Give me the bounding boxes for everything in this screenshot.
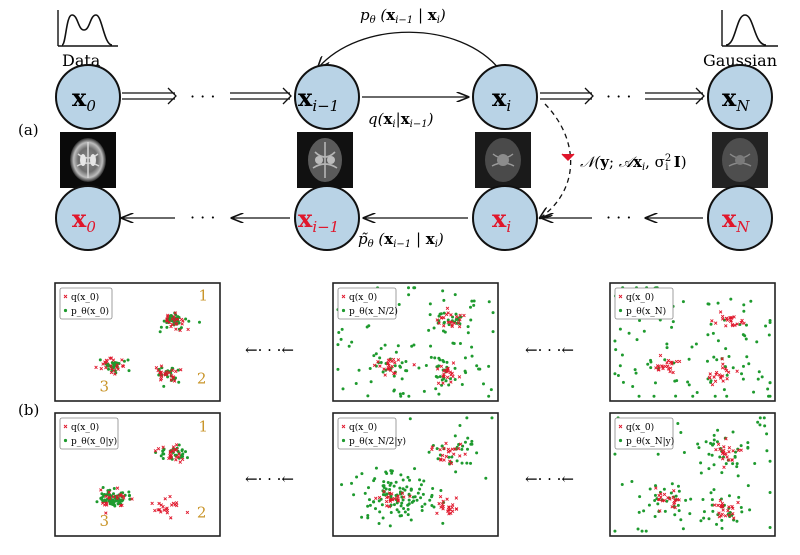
- reverse-process-arrow: [318, 31, 501, 70]
- brain-mri-image-1: [297, 132, 353, 188]
- legend-entry-q: q(x_0): [349, 422, 377, 433]
- top-dots-right: · · ·: [606, 87, 631, 106]
- legend-entry-p: p_θ(x_N): [626, 306, 666, 317]
- likelihood-equation: 𝒩(y; 𝒜xi, σ2 i I): [580, 153, 687, 173]
- top-row-arrows: [122, 87, 705, 105]
- forward-equation: q(xi|xi−1): [368, 110, 434, 130]
- legend-entry-p: p_θ(x_N/2): [349, 306, 398, 317]
- panel-b-arrow-row2-right: ←· · ·←: [525, 470, 574, 488]
- guided-node-xi-minus-1-label: xi−1: [298, 204, 339, 236]
- panel-b-label: (b): [18, 401, 39, 419]
- guided-reverse-equation: p̃θ (xi−1 | xi): [358, 230, 444, 250]
- cluster-label-2: 2: [197, 369, 207, 387]
- node-x0-label: x0: [72, 83, 96, 115]
- panel-b-arrow-row2-left: ←· · ·←: [245, 470, 294, 488]
- scatter-legend: q(x_0) p_θ(x_N): [614, 287, 674, 320]
- legend-entry-p: p_θ(x_0): [71, 306, 109, 317]
- scatter-panel-3: q(x_0) p_θ(x_0|y) 1 2 3: [54, 412, 221, 537]
- legend-entry-q: q(x_0): [71, 292, 99, 303]
- node-xN-label: xN: [722, 83, 750, 115]
- cluster-label-3: 3: [100, 378, 110, 396]
- scatter-panel-2: q(x_0) p_θ(x_N): [609, 282, 776, 402]
- guided-node-x0-label: x0: [72, 204, 96, 236]
- brain-mri-image-2: [475, 132, 531, 188]
- top-dots-left: · · ·: [190, 87, 215, 106]
- legend-entry-q: q(x_0): [626, 292, 654, 303]
- scatter-points: [95, 443, 190, 520]
- cluster-label-1: 1: [199, 417, 209, 435]
- guided-node-xi-minus-1: [294, 185, 360, 251]
- scatter-legend: q(x_0) p_θ(x_N/2): [337, 287, 398, 320]
- top-node-row: [55, 64, 773, 130]
- bottom-dots-right: · · ·: [606, 208, 631, 227]
- gaussian-distribution-icon: [721, 10, 778, 47]
- brain-mri-image-0: [60, 132, 116, 188]
- cluster-label-3: 3: [100, 512, 110, 530]
- bottom-node-row: [55, 185, 773, 251]
- scatter-points: [336, 286, 495, 398]
- legend-entry-p: p_θ(x_0|y): [71, 436, 117, 447]
- scatter-legend: q(x_0) p_θ(x_N|y): [614, 417, 674, 450]
- scatter-panels: q(x_0)p_θ(x_0)123q(x_0)p_θ(x_N/2)q(x_0)p…: [54, 282, 776, 537]
- likelihood-guidance-arrow: [540, 103, 572, 218]
- panel-b-arrow-row1-right: ←· · ·←: [525, 341, 574, 359]
- scatter-points: [94, 311, 201, 388]
- scatter-points: [613, 286, 772, 398]
- brain-mri-image-N: [712, 132, 768, 188]
- guided-node-xN: [707, 185, 773, 251]
- scatter-panel-4: q(x_0) p_θ(x_N/2|y): [332, 412, 499, 537]
- legend-entry-p: p_θ(x_N/2|y): [349, 436, 406, 447]
- legend-entry-q: q(x_0): [71, 422, 99, 433]
- node-xi-label: xi: [492, 83, 511, 115]
- cluster-label-2: 2: [197, 504, 207, 522]
- guided-node-x0: [55, 185, 121, 251]
- guided-node-xi: [472, 185, 538, 251]
- bimodal-distribution-icon: [57, 10, 118, 47]
- node-x0: [55, 64, 121, 130]
- brain-mri-images: [60, 132, 768, 188]
- reverse-equation: pθ (xi−1 | xi): [360, 6, 446, 26]
- guided-node-xN-label: xN: [722, 204, 750, 236]
- node-xi-minus-1-label: xi−1: [298, 83, 339, 115]
- node-xi-minus-1: [294, 64, 360, 130]
- scatter-points: [340, 416, 494, 528]
- scatter-panel-0: q(x_0) p_θ(x_0) 1 2 3: [54, 282, 221, 402]
- node-xN: [707, 64, 773, 130]
- scatter-panel-1: q(x_0) p_θ(x_N/2): [332, 282, 499, 402]
- legend-entry-p: p_θ(x_N|y): [626, 436, 674, 447]
- scatter-legend: q(x_0) p_θ(x_0): [59, 287, 113, 320]
- gaussian-label: Gaussian: [703, 51, 777, 70]
- node-xi: [472, 64, 538, 130]
- legend-entry-q: q(x_0): [349, 292, 377, 303]
- scatter-legend: q(x_0) p_θ(x_N/2|y): [337, 417, 406, 450]
- scatter-panel-5: q(x_0) p_θ(x_N|y): [609, 412, 776, 537]
- cluster-label-1: 1: [199, 287, 209, 305]
- guided-node-xi-label: xi: [492, 204, 511, 236]
- legend-entry-q: q(x_0): [626, 422, 654, 433]
- panel-b-arrow-row1-left: ←· · ·←: [245, 341, 294, 359]
- red-arrowhead-icon: [561, 153, 575, 161]
- bottom-dots-left: · · ·: [190, 208, 215, 227]
- scatter-legend: q(x_0) p_θ(x_0|y): [59, 417, 119, 450]
- panel-a-label: (a): [18, 121, 39, 139]
